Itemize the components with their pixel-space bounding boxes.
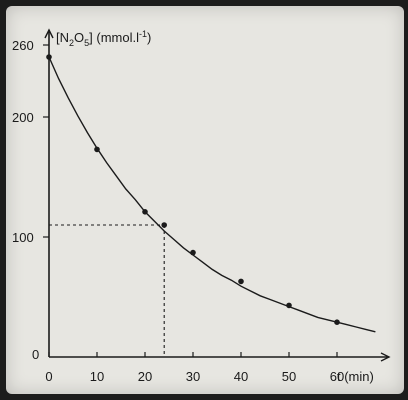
data-point <box>142 209 148 215</box>
x-tick-label: 30 <box>186 369 200 384</box>
data-point <box>334 319 340 326</box>
x-tick-label: 20 <box>138 369 152 384</box>
x-axis-label: t (min) <box>337 369 374 384</box>
ticks: 0 10 20 30 40 50 60 0 100 200 260 <box>12 38 344 384</box>
y-axis-arrow <box>44 28 54 39</box>
data-point <box>161 222 167 228</box>
axes <box>44 28 391 362</box>
decay-curve <box>48 56 376 333</box>
data-point <box>238 278 244 285</box>
data-points <box>46 54 340 326</box>
data-point <box>190 249 196 256</box>
y-tick-label: 0 <box>32 347 39 362</box>
paper-background <box>6 6 404 394</box>
x-axis-arrow <box>380 352 391 362</box>
x-tick-label: 0 <box>45 369 52 384</box>
y-tick-label: 100 <box>12 230 34 245</box>
y-tick-label: 200 <box>12 110 34 125</box>
data-point <box>46 54 52 60</box>
data-point <box>286 302 292 309</box>
y-tick-label: 260 <box>12 38 34 53</box>
x-tick-label: 60 <box>330 369 344 384</box>
x-tick-label: 50 <box>282 369 296 384</box>
data-point <box>94 146 100 153</box>
curve <box>48 56 376 333</box>
x-tick-label: 10 <box>90 369 104 384</box>
y-axis-label: [N2O5] (mmol.l-1) <box>56 29 151 48</box>
guides <box>49 224 165 357</box>
x-tick-label: 40 <box>234 369 248 384</box>
